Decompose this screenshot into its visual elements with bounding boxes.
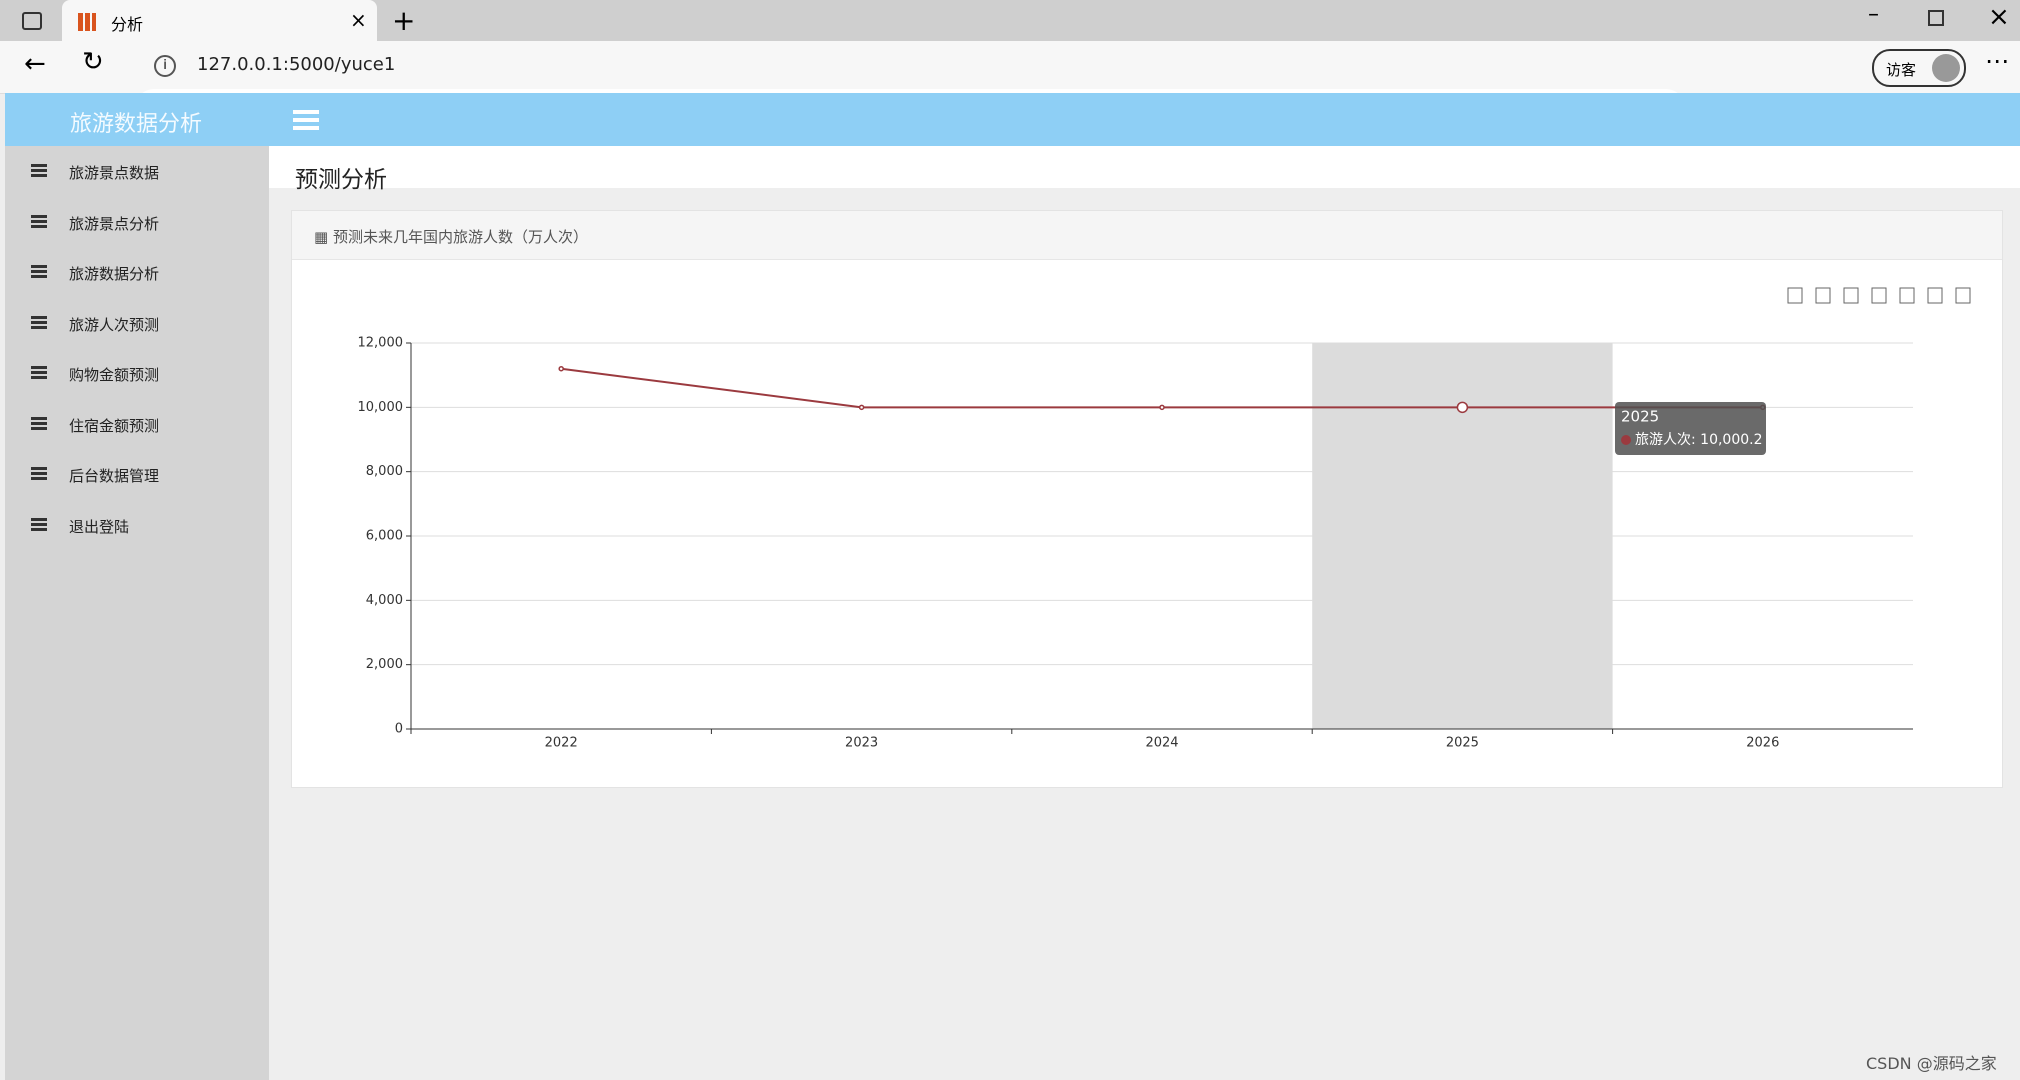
profile-button[interactable]: 访客 (1872, 49, 1966, 87)
tab[interactable]: 分析 × (62, 0, 377, 41)
y-tick-label: 6,000 (366, 529, 403, 544)
brand: 旅游数据分析 (70, 112, 203, 137)
tooltip-text: 旅游人次: 10,000.2 (1635, 432, 1763, 448)
back[interactable]: ← (24, 49, 46, 79)
panel-header: ▦ 预测未来几年国内旅游人数（万人次） (292, 211, 2002, 260)
panel-title-text: 预测未来几年国内旅游人数（万人次） (332, 228, 588, 246)
menu-toggle[interactable] (293, 110, 319, 114)
point (558, 365, 564, 372)
tab-bar: 分析 × + – × (0, 0, 2020, 41)
x-tick-label: 2026 (1746, 736, 1779, 751)
menu-item[interactable]: 住宿金额预测 (69, 416, 160, 435)
y-tick-label: 0 (395, 722, 403, 737)
y-tick-label: 8,000 (366, 464, 403, 479)
toolbox-icon[interactable] (1871, 287, 1887, 304)
y-tick-label: 4,000 (366, 593, 403, 608)
restore[interactable] (1928, 10, 1944, 26)
toolbox-icon[interactable] (1843, 287, 1859, 304)
x-tick-label: 2023 (845, 736, 878, 751)
minimize[interactable]: – (1868, 2, 1879, 27)
reload[interactable]: ↻ (82, 47, 104, 77)
point (1159, 404, 1165, 411)
page-title: 预测分析 (295, 167, 387, 193)
menu-icon (31, 467, 47, 470)
tooltip-title: 2025 (1621, 408, 1659, 426)
x-tick-label: 2025 (1446, 736, 1479, 751)
x-tick-label: 2022 (545, 736, 578, 751)
menu-item[interactable]: 旅游景点数据 (69, 164, 160, 182)
panel: ▦ 预测未来几年国内旅游人数（万人次） (291, 210, 2003, 788)
point (1456, 401, 1469, 414)
menu-icon (31, 517, 47, 521)
tooltip-dot (1621, 435, 1631, 445)
y-tick-label: 10,000 (358, 400, 404, 415)
point (858, 404, 865, 411)
close-window[interactable]: × (1988, 2, 2010, 32)
toolbox-icon[interactable] (1815, 287, 1831, 304)
menu-icon (31, 315, 47, 319)
x-tick-label: 2024 (1145, 736, 1178, 751)
title-strip: 预测分析 (269, 146, 2020, 193)
menu-item[interactable]: 退出登陆 (69, 517, 130, 536)
favicon (78, 13, 96, 31)
app-header: 旅游数据分析 (5, 93, 2020, 146)
sidebar: 旅游景点数据 旅游景点分析 旅游数据分析 旅游人次预测 购物金额预测 住宿金额预测 后台数据… (5, 146, 269, 1080)
menu-item[interactable]: 后台数据管理 (69, 467, 160, 485)
tab-actions[interactable] (22, 12, 42, 30)
url[interactable]: 127.0.0.1:5000/yuce1 (197, 54, 396, 75)
toolbox-icon[interactable] (1927, 287, 1943, 304)
menu-item[interactable]: 旅游数据分析 (69, 265, 160, 283)
tooltip (1615, 402, 1766, 455)
new-tab[interactable]: + (392, 4, 416, 37)
tab-title: 分析 (111, 15, 144, 34)
menu-icon (31, 416, 47, 420)
menu-icon (31, 366, 47, 369)
menu-item[interactable]: 旅游景点分析 (69, 214, 160, 233)
profile-label: 访客 (1886, 61, 1917, 79)
close-tab[interactable]: × (350, 8, 367, 32)
toolbox-icon[interactable] (1955, 287, 1971, 304)
site-info[interactable]: i (154, 55, 176, 77)
watermark: CSDN @源码之家 (1866, 1054, 1997, 1073)
menu-icon (31, 164, 47, 167)
y-tick-label: 12,000 (358, 336, 404, 351)
avatar (1932, 54, 1960, 82)
menu-item[interactable]: 购物金额预测 (69, 366, 160, 384)
toolbox-icon[interactable] (1787, 287, 1803, 304)
menu-icon (31, 214, 47, 218)
y-tick-label: 2,000 (366, 657, 403, 672)
more[interactable]: ⋯ (1985, 47, 2009, 75)
toolbox-icon[interactable] (1899, 287, 1915, 304)
menu-item[interactable]: 旅游人次预测 (69, 315, 160, 334)
menu-icon (31, 265, 47, 268)
panel-title: ▦ 预测未来几年国内旅游人数（万人次） (314, 228, 588, 246)
